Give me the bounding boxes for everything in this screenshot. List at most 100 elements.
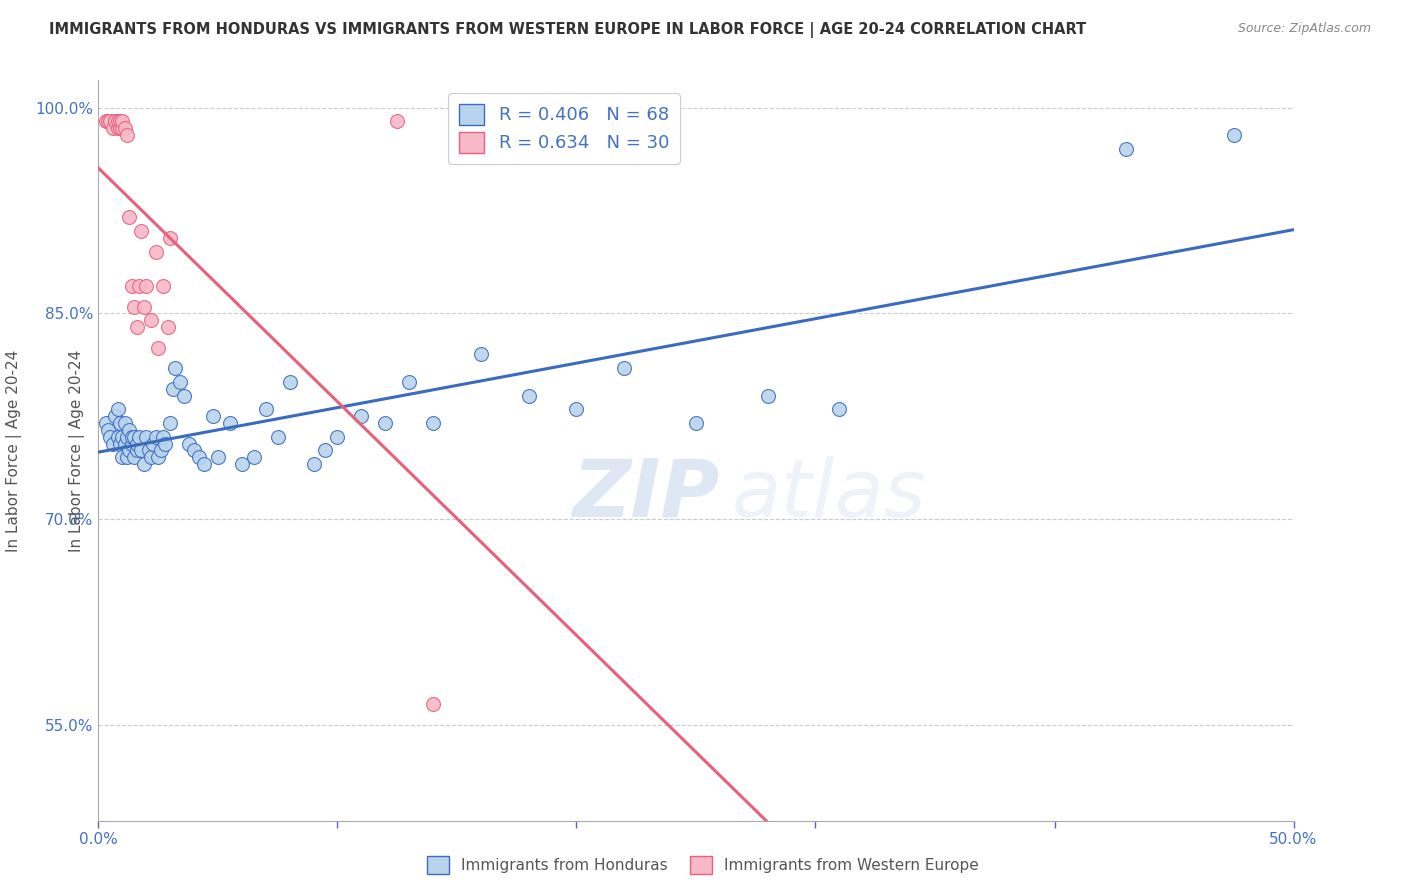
Point (326, 430, 349, 444)
Point (385, 114, 409, 128)
Point (115, 430, 138, 444)
Point (145, 244, 167, 259)
Point (118, 443, 141, 458)
Point (135, 279, 157, 293)
Point (124, 450, 146, 465)
Point (98, 114, 122, 128)
Point (613, 361, 636, 376)
Point (149, 443, 172, 458)
Point (243, 450, 266, 465)
Point (152, 430, 174, 444)
Point (219, 416, 242, 430)
Point (156, 320, 179, 334)
Point (132, 300, 155, 314)
Point (125, 443, 148, 458)
Point (148, 341, 170, 355)
Point (159, 416, 181, 430)
Point (124, 430, 146, 444)
Point (131, 224, 153, 238)
Point (267, 430, 290, 444)
Point (111, 114, 134, 128)
Point (118, 211, 141, 225)
Point (114, 416, 136, 430)
Point (131, 443, 153, 458)
Text: IMMIGRANTS FROM HONDURAS VS IMMIGRANTS FROM WESTERN EUROPE IN LABOR FORCE | AGE : IMMIGRANTS FROM HONDURAS VS IMMIGRANTS F… (49, 22, 1087, 38)
Point (97, 114, 120, 128)
Point (139, 313, 162, 327)
Point (565, 402, 588, 417)
Point (193, 457, 215, 471)
Point (111, 450, 134, 465)
Point (121, 436, 143, 450)
Point (159, 231, 181, 245)
Point (128, 279, 150, 293)
Point (315, 443, 337, 458)
Point (125, 320, 148, 334)
Point (94, 416, 117, 430)
Point (107, 430, 129, 444)
Point (107, 121, 129, 136)
Legend: R = 0.406   N = 68, R = 0.634   N = 30: R = 0.406 N = 68, R = 0.634 N = 30 (449, 93, 681, 163)
Point (101, 436, 124, 450)
Point (1115, 142, 1137, 156)
Point (135, 430, 157, 444)
Point (183, 443, 205, 458)
Point (107, 114, 129, 128)
Point (139, 450, 162, 465)
Point (97, 423, 120, 437)
Point (118, 423, 141, 437)
Point (132, 457, 155, 471)
Point (114, 121, 136, 136)
Y-axis label: In Labor Force | Age 20-24: In Labor Force | Age 20-24 (69, 350, 84, 551)
Point (108, 121, 131, 136)
Point (202, 409, 225, 424)
Point (179, 436, 201, 450)
Point (155, 436, 177, 450)
Legend: Immigrants from Honduras, Immigrants from Western Europe: Immigrants from Honduras, Immigrants fro… (422, 850, 984, 880)
Point (125, 436, 148, 450)
Point (517, 389, 540, 403)
Point (685, 416, 707, 430)
Point (111, 430, 134, 444)
Point (108, 416, 131, 430)
Point (173, 389, 195, 403)
Point (121, 430, 143, 444)
Point (828, 402, 851, 417)
Text: Source: ZipAtlas.com: Source: ZipAtlas.com (1237, 22, 1371, 36)
Point (756, 389, 779, 403)
Point (145, 430, 167, 444)
Point (108, 114, 131, 128)
Point (94, 114, 117, 128)
Point (350, 409, 373, 424)
Point (124, 300, 146, 314)
Point (114, 436, 136, 450)
Point (169, 375, 191, 389)
Point (163, 361, 186, 376)
Point (302, 457, 325, 471)
Point (115, 128, 138, 142)
Point (128, 430, 150, 444)
Point (107, 402, 129, 417)
Point (142, 436, 165, 450)
Point (98, 430, 122, 444)
Point (187, 450, 209, 465)
Point (138, 443, 160, 458)
Point (254, 402, 277, 417)
Point (470, 347, 492, 361)
Point (398, 375, 420, 389)
Point (148, 450, 170, 465)
Point (152, 279, 174, 293)
Point (101, 121, 124, 136)
Point (121, 279, 143, 293)
Point (115, 450, 138, 465)
Point (422, 416, 444, 430)
Point (207, 450, 229, 465)
Point (162, 382, 184, 396)
Text: atlas: atlas (733, 456, 927, 534)
Point (231, 457, 253, 471)
Point (111, 121, 134, 136)
Y-axis label: In Labor Force | Age 20-24: In Labor Force | Age 20-24 (6, 350, 21, 551)
Point (104, 114, 127, 128)
Point (1223, 128, 1246, 142)
Point (104, 114, 127, 128)
